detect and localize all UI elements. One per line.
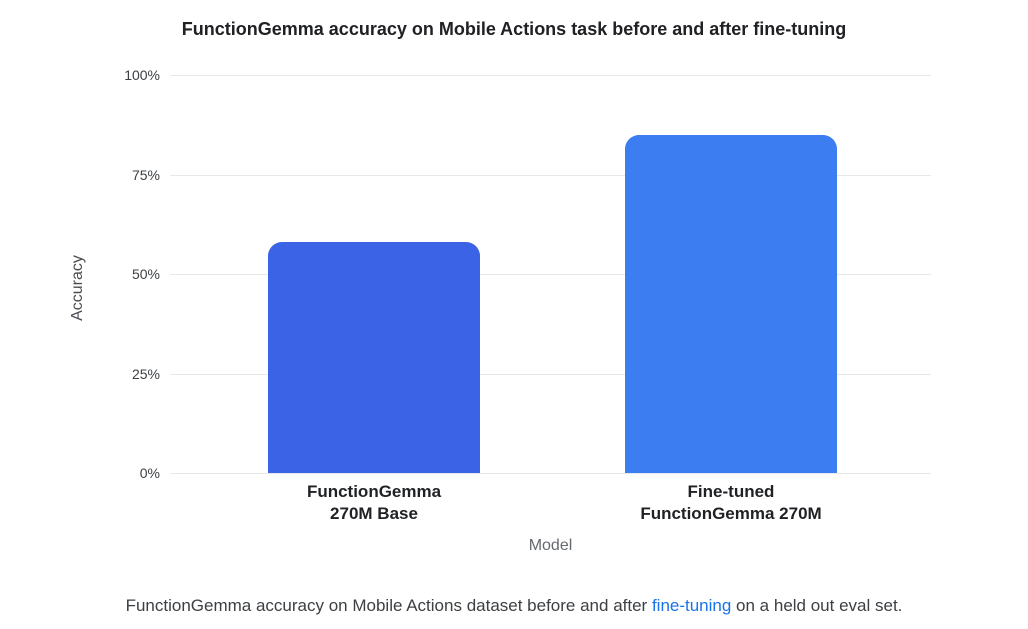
bar-functiongemma-base	[268, 242, 480, 473]
chart-title: FunctionGemma accuracy on Mobile Actions…	[181, 19, 847, 39]
x-category-label: Fine-tuned FunctionGemma 270M	[640, 482, 822, 523]
caption: FunctionGemma accuracy on Mobile Actions…	[0, 596, 1028, 616]
plot-area	[170, 75, 931, 474]
y-tick-label: 100%	[124, 67, 160, 83]
x-category-label: FunctionGemma 270M Base	[306, 482, 442, 523]
y-tick-label: 25%	[131, 365, 160, 382]
fine-tuning-link[interactable]: fine-tuning	[651, 596, 732, 615]
x-axis-title: Model	[528, 537, 573, 554]
bars	[170, 75, 931, 473]
bar-fine-tuned-functiongemma	[625, 134, 837, 473]
gridline	[170, 373, 931, 375]
y-tick-label: 75%	[131, 166, 160, 183]
gridline	[170, 473, 931, 474]
gridline	[170, 75, 931, 76]
gridline	[170, 174, 931, 176]
caption-text-post: on a held out eval set.	[731, 596, 903, 615]
gridline	[170, 274, 931, 275]
y-tick-label: 50%	[131, 266, 160, 282]
caption-text-pre: FunctionGemma accuracy on Mobile Actions…	[125, 596, 652, 615]
y-tick-label: 0%	[139, 465, 160, 481]
gridlines	[170, 75, 931, 474]
